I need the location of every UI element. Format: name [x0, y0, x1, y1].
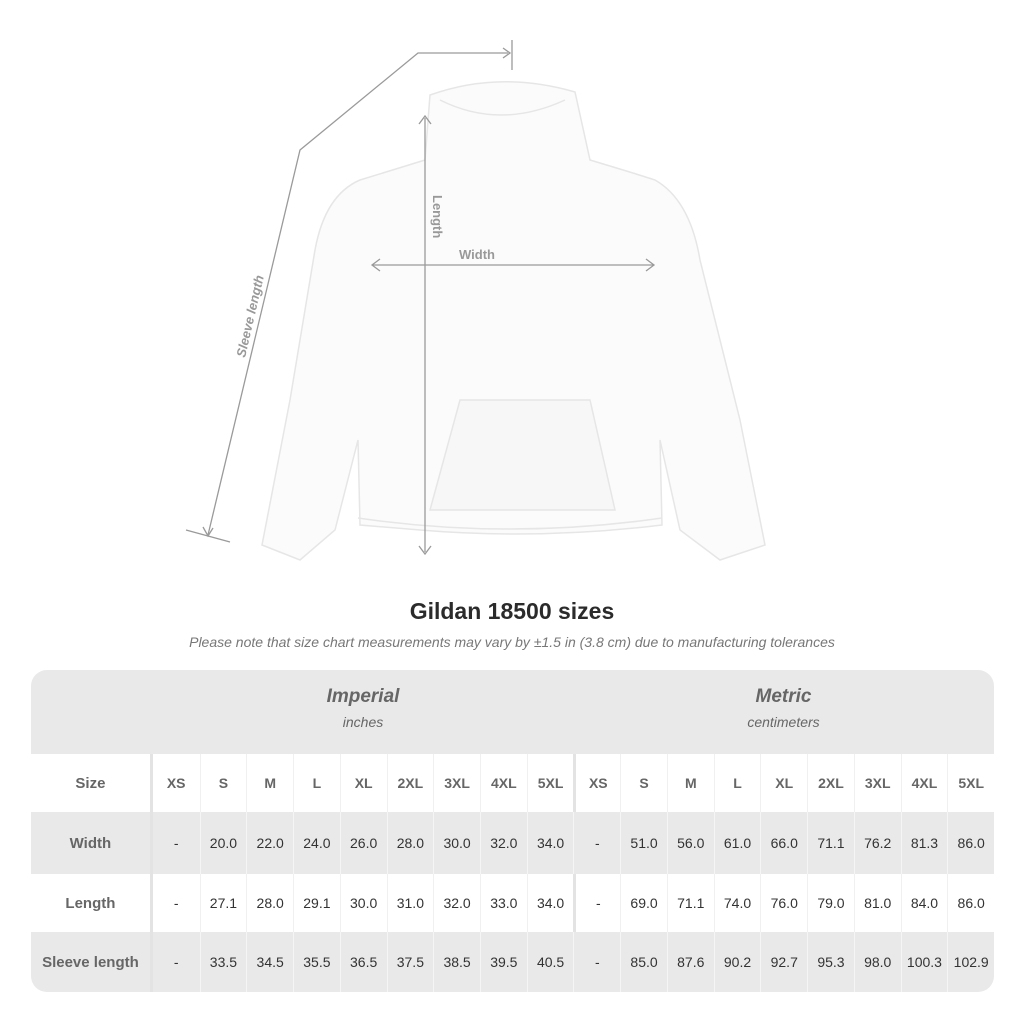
table-cell: 71.1 — [807, 812, 854, 874]
table-cell: 34.0 — [526, 874, 574, 932]
table-cell: 30.0 — [433, 812, 480, 874]
table-cell: - — [573, 874, 620, 932]
table-cell: 87.6 — [666, 932, 714, 992]
size-header-cell: L — [713, 754, 761, 812]
table-cell: 90.2 — [713, 932, 761, 992]
table-cell: 33.5 — [199, 932, 247, 992]
table-cell: 26.0 — [339, 812, 387, 874]
size-header-row: Size XS S M L XL 2XL 3XL 4XL 5XL XS S M L XL 2XL 3XL 4XL 5… — [31, 754, 994, 812]
table-cell: 32.0 — [433, 874, 480, 932]
table-cell: 61.0 — [713, 812, 761, 874]
size-header-cell: L — [293, 754, 340, 812]
size-header-cell: XS — [166, 775, 186, 791]
table-cell: 34.5 — [246, 932, 293, 992]
table-row: Width -20.0 22.0 24.0 26.0 28.0 30.0 32.0 34.0-5… — [31, 812, 994, 874]
measure-lines — [185, 40, 656, 556]
hoodie-diagram: Sleeve length Length Width — [185, 40, 766, 561]
size-header-cell: XL — [760, 754, 807, 812]
table-cell: 76.2 — [853, 812, 901, 874]
table-cell: 86.0 — [947, 812, 994, 874]
table-cell: 35.5 — [293, 932, 340, 992]
size-header-cell: 5XL — [947, 754, 994, 812]
table-cell: 76.0 — [760, 874, 807, 932]
table-cell: 66.0 — [760, 812, 807, 874]
table-cell: 102.9 — [947, 932, 994, 992]
length-label: Length — [430, 195, 445, 238]
page-title: Gildan 18500 sizes — [409, 598, 615, 624]
size-header-cell: M — [666, 754, 714, 812]
imperial-unit: inches — [342, 714, 384, 730]
size-header-cell: 3XL — [853, 754, 901, 812]
table-cell: - — [173, 895, 179, 911]
table-cell: 30.0 — [339, 874, 387, 932]
metric-unit: centimeters — [747, 714, 820, 730]
table-cell: 69.0 — [620, 874, 667, 932]
table-cell: 40.5 — [526, 932, 574, 992]
unit-header-band: Imperial inches Metric centimeters — [31, 670, 994, 754]
size-header-cell: 2XL — [807, 754, 854, 812]
table-cell: 84.0 — [900, 874, 948, 932]
table-cell: 39.5 — [479, 932, 527, 992]
table-cell: - — [573, 812, 620, 874]
table-cell: 22.0 — [246, 812, 293, 874]
table-cell: 28.0 — [386, 812, 434, 874]
table-cell: 51.0 — [620, 812, 667, 874]
table-cell: 98.0 — [853, 932, 901, 992]
table-cell: 85.0 — [620, 932, 667, 992]
metric-header: Metric centimeters — [573, 686, 994, 730]
imperial-header: Imperial inches — [153, 686, 573, 730]
row-label: Width — [31, 812, 153, 874]
table-cell: 100.3 — [900, 932, 948, 992]
size-table: Imperial inches Metric centimeters Size X… — [31, 670, 994, 992]
table-cell: 74.0 — [713, 874, 761, 932]
table-cell: - — [173, 954, 179, 970]
size-header-cell: 2XL — [386, 754, 434, 812]
table-cell: 86.0 — [947, 874, 994, 932]
table-cell: - — [173, 835, 179, 851]
table-cell: 38.5 — [433, 932, 480, 992]
table-cell: 37.5 — [386, 932, 434, 992]
sleeve-length-label: Sleeve length — [233, 274, 266, 359]
table-cell: 95.3 — [807, 932, 854, 992]
tolerance-note: Please note that size chart measurements… — [189, 634, 835, 650]
imperial-title: Imperial — [326, 686, 400, 707]
table-cell: 71.1 — [666, 874, 714, 932]
table-cell: 56.0 — [666, 812, 714, 874]
size-header-cell: XS — [573, 754, 620, 812]
table-cell: 81.0 — [853, 874, 901, 932]
size-header-cell: S — [620, 754, 667, 812]
table-cell: 27.1 — [199, 874, 247, 932]
table-row: Length -27.1 28.0 29.1 30.0 31.0 32.0 33.0 34.0-… — [31, 874, 994, 932]
table-cell: 81.3 — [900, 812, 948, 874]
size-header-cell: 3XL — [433, 754, 480, 812]
table-cell: 20.0 — [199, 812, 247, 874]
table-cell: 28.0 — [246, 874, 293, 932]
table-cell: 34.0 — [526, 812, 574, 874]
size-header-cell: 5XL — [526, 754, 574, 812]
table-row: Sleeve length - 33.5 34.5 35.5 36.5 37.5 38.5 39… — [31, 932, 994, 992]
row-label: Length — [31, 874, 153, 932]
table-cell: 92.7 — [760, 932, 807, 992]
table-cell: 31.0 — [386, 874, 434, 932]
row-label: Size — [31, 754, 153, 812]
width-label: Width — [459, 247, 495, 262]
size-header-cell: 4XL — [900, 754, 948, 812]
table-cell: 79.0 — [807, 874, 854, 932]
size-header-cell: XL — [339, 754, 387, 812]
size-header-cell: 4XL — [479, 754, 527, 812]
table-cell: 24.0 — [293, 812, 340, 874]
hoodie-illustration — [261, 80, 766, 561]
table-cell: 36.5 — [339, 932, 387, 992]
table-cell: - — [573, 932, 620, 992]
metric-title: Metric — [755, 686, 812, 707]
row-label: Sleeve length — [31, 932, 153, 992]
size-header-cell: M — [246, 754, 293, 812]
table-cell: 32.0 — [479, 812, 527, 874]
table-cell: 29.1 — [293, 874, 340, 932]
table-cell: 33.0 — [479, 874, 527, 932]
size-header-cell: S — [199, 754, 247, 812]
